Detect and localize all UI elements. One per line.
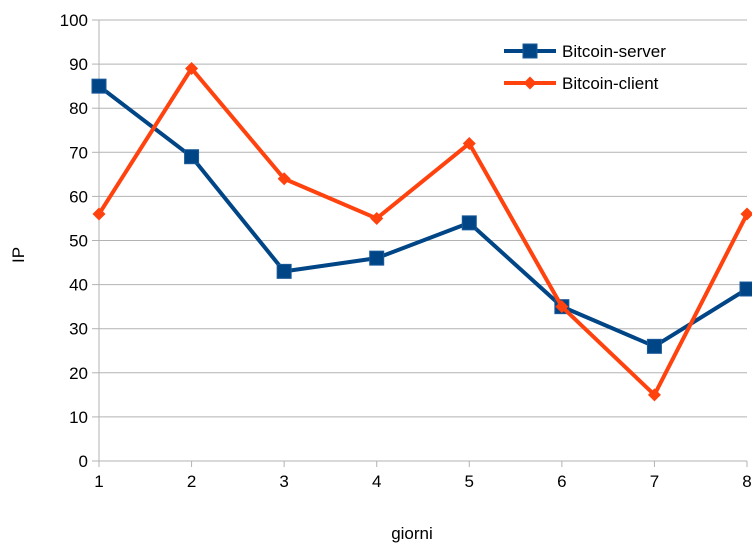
legend-label: Bitcoin-server [562, 42, 666, 61]
y-tick-label: 0 [79, 452, 88, 471]
legend: Bitcoin-server Bitcoin-client [504, 42, 666, 93]
series-bitcoin-server [91, 78, 752, 354]
diamond-marker [370, 211, 384, 225]
square-marker [739, 281, 752, 297]
y-tick-label: 80 [69, 99, 88, 118]
square-marker [91, 78, 107, 94]
x-tick-label: 3 [279, 472, 288, 491]
y-tick-label: 40 [69, 276, 88, 295]
x-axis-title: giorni [391, 524, 433, 543]
square-marker [276, 263, 292, 279]
diamond-marker [462, 136, 476, 150]
y-axis-title: IP [9, 247, 28, 263]
x-tick-labels: 1 2 3 4 5 6 7 8 [94, 461, 752, 491]
diamond-marker [277, 172, 291, 186]
series-line [97, 66, 749, 397]
legend-item: Bitcoin-server [504, 42, 666, 61]
y-tick-label: 50 [69, 232, 88, 251]
y-tick-label: 70 [69, 143, 88, 162]
y-tick-label: 90 [69, 55, 88, 74]
y-tick-label: 10 [69, 408, 88, 427]
square-marker [646, 338, 662, 354]
x-tick-label: 4 [372, 472, 381, 491]
y-tick-label: 30 [69, 320, 88, 339]
legend-marker [523, 76, 537, 90]
x-tick-label: 6 [557, 472, 566, 491]
series-group [91, 62, 752, 402]
diamond-marker [647, 388, 661, 402]
x-tick-label: 7 [650, 472, 659, 491]
y-tick-label: 100 [60, 11, 88, 30]
y-tick-label: 60 [69, 187, 88, 206]
legend-item: Bitcoin-client [504, 74, 659, 93]
y-tick-label: 20 [69, 364, 88, 383]
legend-label: Bitcoin-client [562, 74, 659, 93]
x-tick-label: 8 [742, 472, 751, 491]
square-marker [184, 149, 200, 165]
y-tick-labels: 0 10 20 30 40 50 60 70 80 90 100 [60, 11, 99, 471]
diamond-marker [185, 62, 199, 76]
series-line [97, 84, 749, 349]
diamond-marker [92, 207, 106, 221]
diamond-marker [555, 300, 569, 314]
x-tick-label: 5 [465, 472, 474, 491]
diamond-marker [740, 207, 752, 221]
square-marker [461, 215, 477, 231]
legend-marker [522, 43, 538, 59]
x-tick-label: 2 [187, 472, 196, 491]
square-marker [369, 250, 385, 266]
x-tick-label: 1 [94, 472, 103, 491]
series-bitcoin-client [92, 62, 752, 402]
